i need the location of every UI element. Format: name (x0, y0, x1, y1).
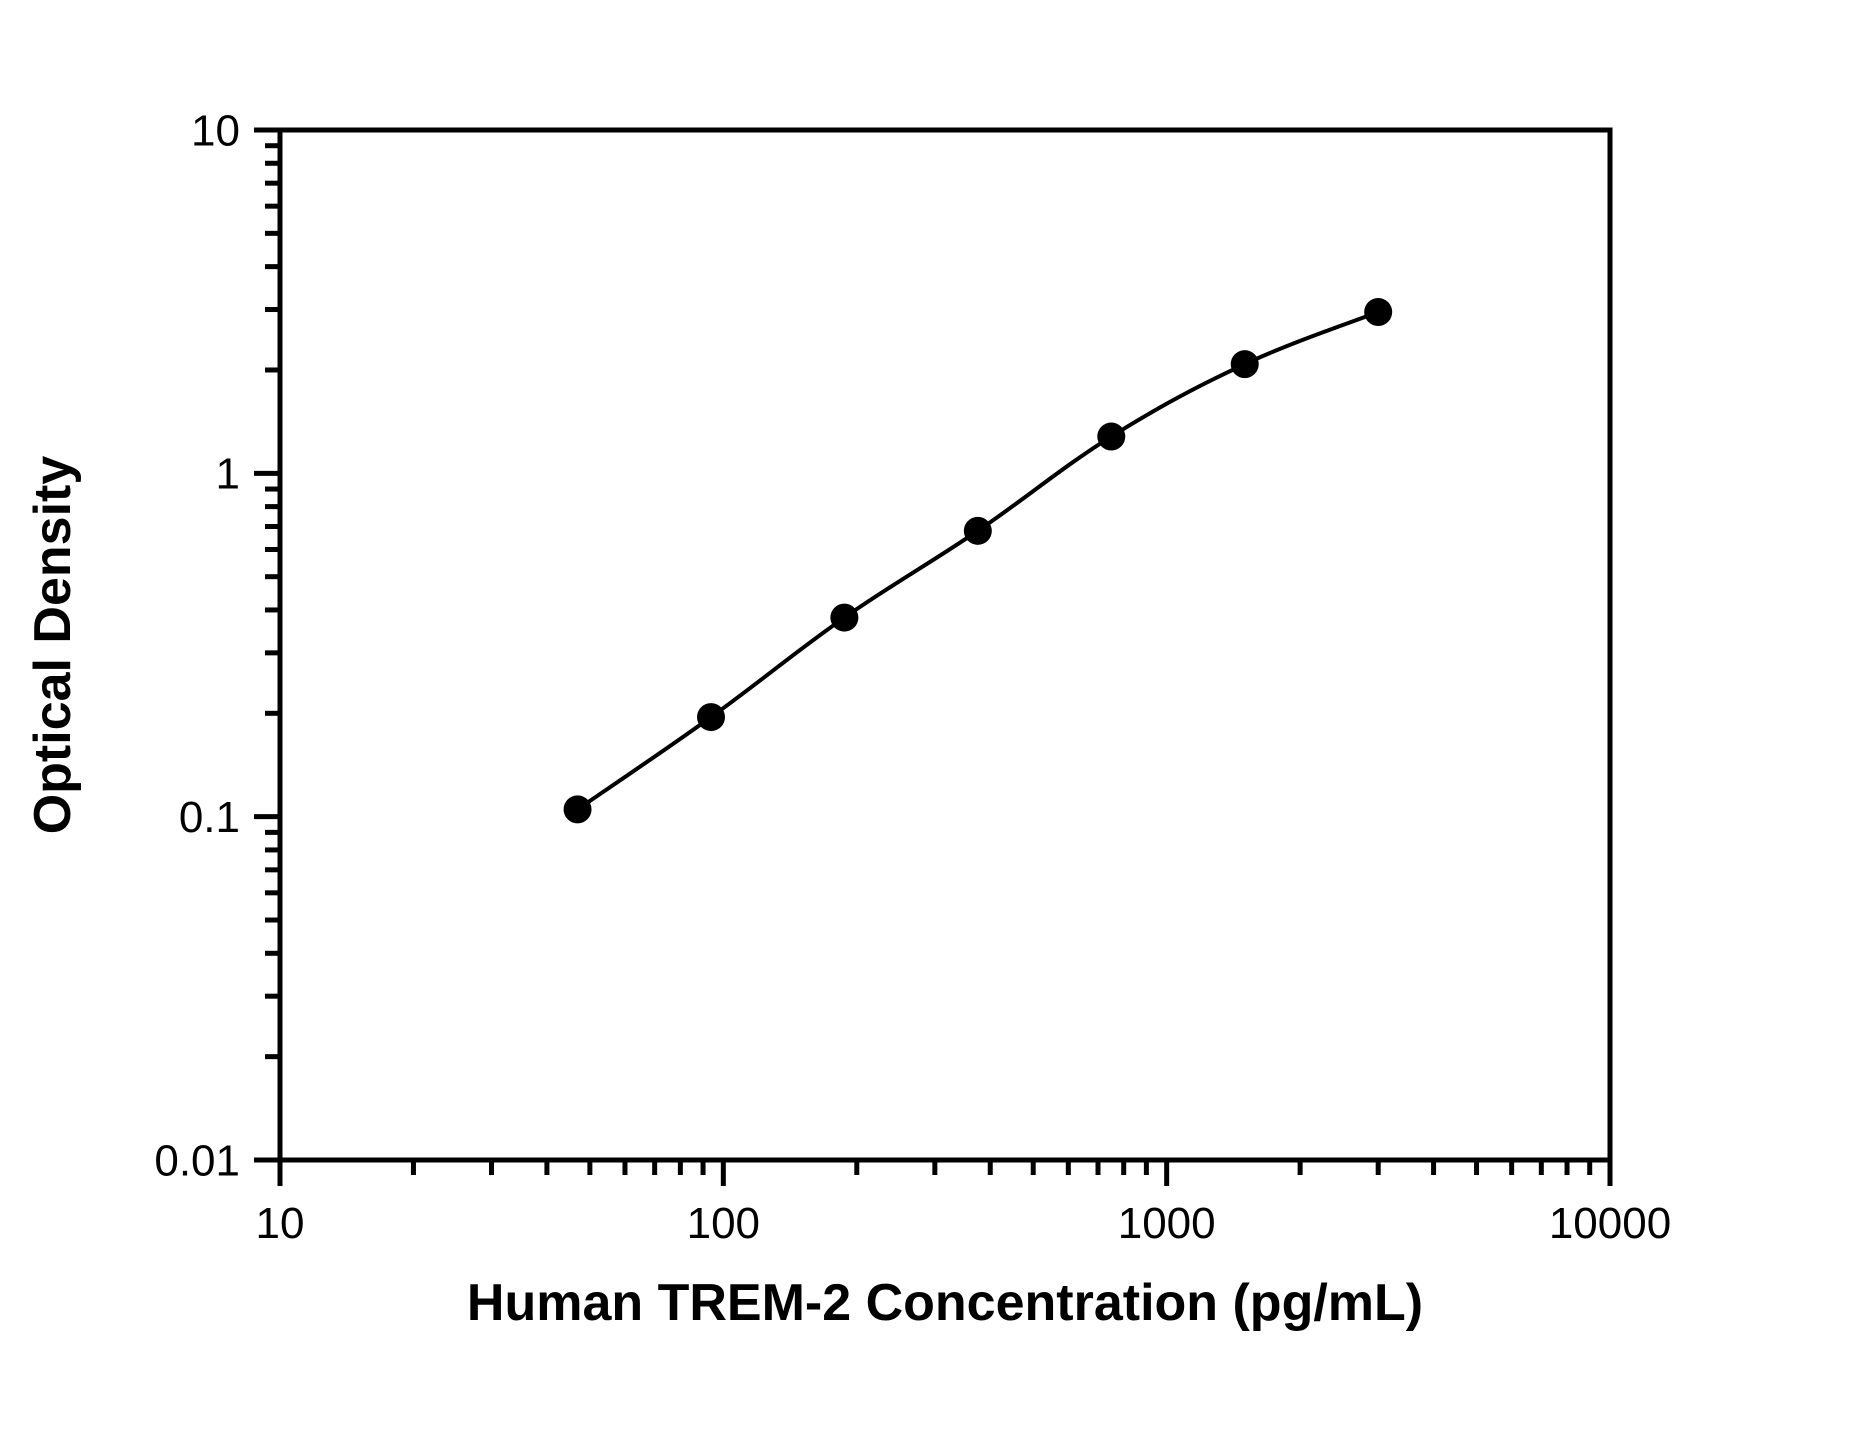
y-axis-label: Optical Density (24, 456, 82, 835)
y-tick-label: 0.1 (179, 793, 240, 842)
data-point-marker (830, 604, 858, 632)
x-tick-label: 10 (256, 1199, 305, 1248)
data-point-marker (1097, 423, 1125, 451)
standard-curve-chart: 10 100 1000 10000 0.01 0.1 1 10 Human TREM-2 Con… (0, 0, 1852, 1433)
y-tick-label: 10 (191, 106, 240, 155)
y-tick-label: 1 (216, 450, 240, 499)
data-point-marker (697, 703, 725, 731)
y-tick-label: 0.01 (154, 1136, 240, 1185)
data-point-marker (564, 795, 592, 823)
data-point-marker (964, 517, 992, 545)
data-point-marker (1364, 298, 1392, 326)
data-point-marker (1231, 350, 1259, 378)
x-tick-label: 100 (687, 1199, 760, 1248)
x-tick-label: 10000 (1549, 1199, 1671, 1248)
x-axis-label: Human TREM-2 Concentration (pg/mL) (467, 1274, 1423, 1332)
x-tick-label: 1000 (1118, 1199, 1216, 1248)
